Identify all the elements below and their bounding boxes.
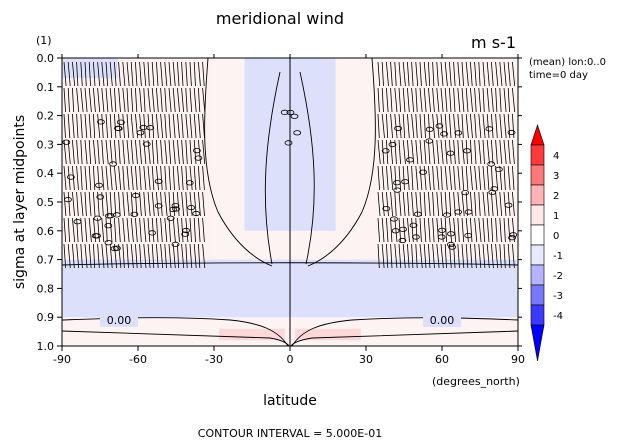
x-tick-label: -60 (129, 353, 147, 366)
x-tick-label: 60 (435, 353, 449, 366)
colorbar-label: 4 (553, 151, 559, 162)
y-tick-label: 0.9 (37, 311, 55, 324)
colorbar-segment (531, 165, 544, 185)
y-tick-label: 0.2 (37, 110, 55, 123)
colorbar-label: 3 (553, 171, 559, 182)
y-tick-label: 0.5 (37, 196, 55, 209)
x-tick-label: -90 (53, 353, 71, 366)
region-surface-positive-left (219, 329, 285, 341)
region-surface-positive-right (295, 329, 361, 341)
y-tick-label: 0.0 (37, 52, 55, 65)
chart-title: meridional wind (216, 9, 344, 28)
x-unit-label: (degrees_north) (432, 375, 520, 388)
panel-label: (1) (36, 34, 52, 47)
colorbar-label: -1 (553, 251, 563, 262)
colorbar-segment (531, 265, 544, 285)
colorbar-label: -4 (553, 311, 563, 322)
units-label: m s-1 (471, 33, 516, 52)
colorbar-label: -2 (553, 271, 563, 282)
colorbar-label: 1 (553, 211, 559, 222)
y-tick-label: 0.4 (37, 167, 55, 180)
x-axis-label: latitude (263, 393, 317, 409)
y-tick-label: 0.6 (37, 225, 55, 238)
colorbar-segment (531, 185, 544, 205)
y-tick-label: 0.8 (37, 282, 55, 295)
colorbar-segment (531, 145, 544, 165)
y-tick-label: 0.3 (37, 138, 55, 151)
x-tick-label: 90 (511, 353, 525, 366)
colorbar: 4 3 2 1 0 -1 -2 -3 -4 (531, 125, 563, 361)
y-tick-label: 0.1 (37, 81, 55, 94)
info-line-time: time=0 day (529, 70, 588, 81)
y-tick-label: 0.7 (37, 254, 55, 267)
colorbar-segment (531, 285, 544, 305)
colorbar-segment (531, 225, 544, 245)
colorbar-cap-top (531, 125, 544, 145)
info-line-mean: (mean) lon:0..0 (529, 57, 606, 68)
x-tick-label: 30 (359, 353, 373, 366)
colorbar-cap-bottom (531, 325, 544, 361)
colorbar-label: 0 (553, 231, 559, 242)
y-tick-label: 1.0 (37, 340, 55, 353)
colorbar-segment (531, 305, 544, 325)
contour-interval-footer: CONTOUR INTERVAL = 5.000E-01 (198, 427, 382, 440)
colorbar-label: -3 (553, 291, 563, 302)
contour-label-right: 0.00 (430, 314, 455, 327)
contour-label-left: 0.00 (107, 314, 132, 327)
colorbar-segment (531, 245, 544, 265)
x-tick-label: 0 (287, 353, 294, 366)
x-tick-label: -30 (205, 353, 223, 366)
colorbar-segment (531, 205, 544, 225)
colorbar-label: 2 (553, 191, 559, 202)
y-axis-label: sigma at layer midpoints (12, 115, 28, 289)
